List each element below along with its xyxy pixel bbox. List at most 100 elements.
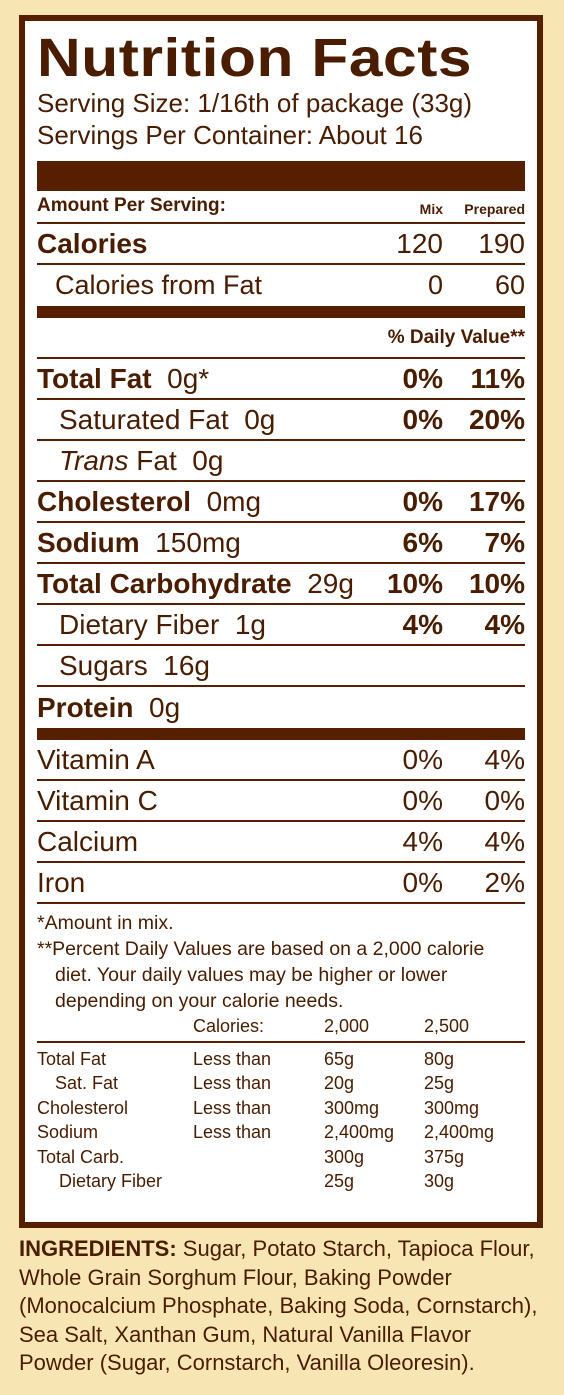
calories-label: Calories (37, 227, 148, 259)
table-cell: 2,500 (424, 1016, 470, 1036)
nutrient-row: Dietary Fiber 1g 4% 4% (37, 605, 525, 646)
footnote-amount-in-mix: *Amount in mix. (37, 912, 174, 934)
table-cell: 2,400mg (324, 1122, 395, 1142)
nutrient-name: Total Fat (37, 362, 152, 394)
table-cell: Less than (193, 1048, 272, 1069)
table-cell: Calories: (193, 1016, 265, 1036)
daily-value-header: % Daily Value** (37, 318, 525, 359)
footnotes: *Amount in mix. **Percent Daily Values a… (37, 904, 525, 1014)
thick-divider (37, 161, 525, 191)
calories-mix: 120 (396, 227, 443, 259)
nutrient-amount: 16g (163, 649, 210, 681)
nutrient-row: Trans Fat 0g (37, 441, 525, 482)
nutrient-amount: 0g (244, 403, 276, 435)
table-cell: 2,400mg (424, 1122, 495, 1142)
vitamin-prepared: 2% (484, 866, 525, 898)
nutrient-mix: 6% (402, 526, 443, 558)
table-cell: 375g (424, 1146, 465, 1167)
vitamin-row: Vitamin C 0% 0% (37, 781, 525, 822)
vitamin-prepared: 4% (484, 743, 525, 775)
vitamin-name: Vitamin C (37, 784, 158, 816)
vitamin-mix: 0% (402, 866, 443, 898)
table-cell (37, 1014, 193, 1039)
vitamin-name: Vitamin A (37, 743, 155, 775)
nutrient-row: Cholesterol 0mg 0% 17% (37, 482, 525, 523)
panel-title: Nutrition Facts (37, 28, 473, 88)
nutrition-facts-panel: Nutrition Facts Serving Size: 1/16th of … (19, 15, 543, 1228)
table-row: Sodium Less than 2,400mg 2,400mg (37, 1120, 525, 1145)
table-cell (193, 1169, 324, 1194)
calories-fat-prepared: 60 (494, 270, 525, 300)
table-cell: 20g (324, 1073, 355, 1093)
nutrient-row: Saturated Fat 0g 0% 20% (37, 400, 525, 441)
nutrient-prepared: 7% (484, 526, 525, 558)
table-cell: Total Fat (37, 1048, 107, 1069)
nutrient-amount: 0g (149, 691, 181, 723)
medium-divider (37, 306, 525, 318)
nutrient-name: Total Carbohydrate (37, 567, 292, 599)
serving-size: Serving Size: 1/16th of package (33g) (37, 88, 473, 118)
nutrient-row: Sodium 150mg 6% 7% (37, 523, 525, 564)
table-cell: Less than (193, 1122, 272, 1142)
table-row: Sat. Fat Less than 20g 25g (37, 1071, 525, 1096)
ingredients-label: INGREDIENTS: (19, 1236, 177, 1261)
nutrient-name: Dietary Fiber (59, 608, 220, 640)
table-cell: 300mg (424, 1097, 480, 1118)
col-mix-header: Mix (419, 201, 443, 217)
nutrient-name: Saturated Fat (59, 403, 229, 435)
vitamin-row: Iron 0% 2% (37, 863, 525, 904)
table-row: Cholesterol Less than 300mg 300mg (37, 1096, 525, 1121)
vitamin-name: Calcium (37, 825, 139, 857)
nutrient-name-suffix: Fat (128, 444, 177, 476)
table-cell: 25g (324, 1171, 355, 1191)
ingredients-text: INGREDIENTS: Sugar, Potato Starch, Tapio… (19, 1235, 549, 1378)
nutrient-mix: 0% (402, 485, 443, 517)
vitamin-mix: 0% (402, 784, 443, 816)
nutrient-row: Protein 0g (37, 687, 525, 728)
calories-fat-label: Calories from Fat (55, 270, 263, 300)
nutrient-prepared: 11% (470, 362, 526, 394)
nutrient-row: Total Fat 0g* 0% 11% (37, 359, 525, 400)
nutrient-prepared: 10% (468, 567, 525, 599)
nutrient-prepared: 17% (468, 485, 525, 517)
table-cell: Total Carb. (37, 1146, 125, 1167)
table-cell: 25g (424, 1073, 455, 1093)
nutrient-amount: 0g (192, 444, 224, 476)
footnote-daily-values-1: **Percent Daily Values are based on a 2,… (37, 938, 485, 960)
vitamin-name: Iron (37, 866, 86, 898)
nutrient-name: Cholesterol (37, 485, 192, 517)
nutrient-prepared: 20% (468, 403, 525, 435)
daily-value-table-header: Calories: 2,000 2,500 (37, 1014, 525, 1043)
nutrient-mix: 0% (402, 362, 443, 394)
nutrient-mix: 4% (402, 608, 443, 640)
table-cell: 300mg (324, 1097, 380, 1118)
table-cell: Cholesterol (37, 1097, 129, 1118)
nutrient-name: Sodium (37, 526, 140, 558)
table-cell: Sodium (37, 1122, 99, 1142)
footnote-daily-values-3: depending on your calorie needs. (55, 990, 344, 1012)
calories-row: Calories 120 190 (37, 224, 525, 265)
nutrient-amount: 1g (234, 608, 266, 640)
col-prepared-header: Prepared (464, 201, 525, 217)
ingredients-list: Sugar, Potato Starch, Tapioca Flour, Who… (19, 1236, 538, 1375)
nutrient-prepared: 4% (484, 608, 525, 640)
daily-value-table: Calories: 2,000 2,500 Total Fat Less tha… (37, 1014, 525, 1194)
calories-prepared: 190 (478, 227, 525, 259)
nutrient-row: Total Carbohydrate 29g 10% 10% (37, 564, 525, 605)
calories-fat-mix: 0 (427, 270, 443, 300)
nutrient-name: Trans (59, 444, 129, 476)
amount-header: Amount Per Serving: (37, 195, 226, 216)
calories-fat-row: Calories from Fat 0 60 (37, 265, 525, 306)
nutrient-amount: 0mg (206, 485, 262, 517)
table-cell: 2,000 (324, 1016, 370, 1036)
vitamin-row: Vitamin A 0% 4% (37, 740, 525, 781)
table-cell: 30g (424, 1171, 455, 1191)
table-cell: 300g (324, 1146, 365, 1167)
nutrient-name: Protein (37, 691, 134, 723)
servings-per-container: Servings Per Container: About 16 (37, 120, 423, 150)
nutrient-amount: 0g* (167, 362, 210, 394)
table-row: Dietary Fiber 25g 30g (37, 1169, 525, 1194)
table-row: Total Fat Less than 65g 80g (37, 1047, 525, 1072)
table-cell: Dietary Fiber (59, 1171, 163, 1191)
table-cell (193, 1145, 324, 1170)
